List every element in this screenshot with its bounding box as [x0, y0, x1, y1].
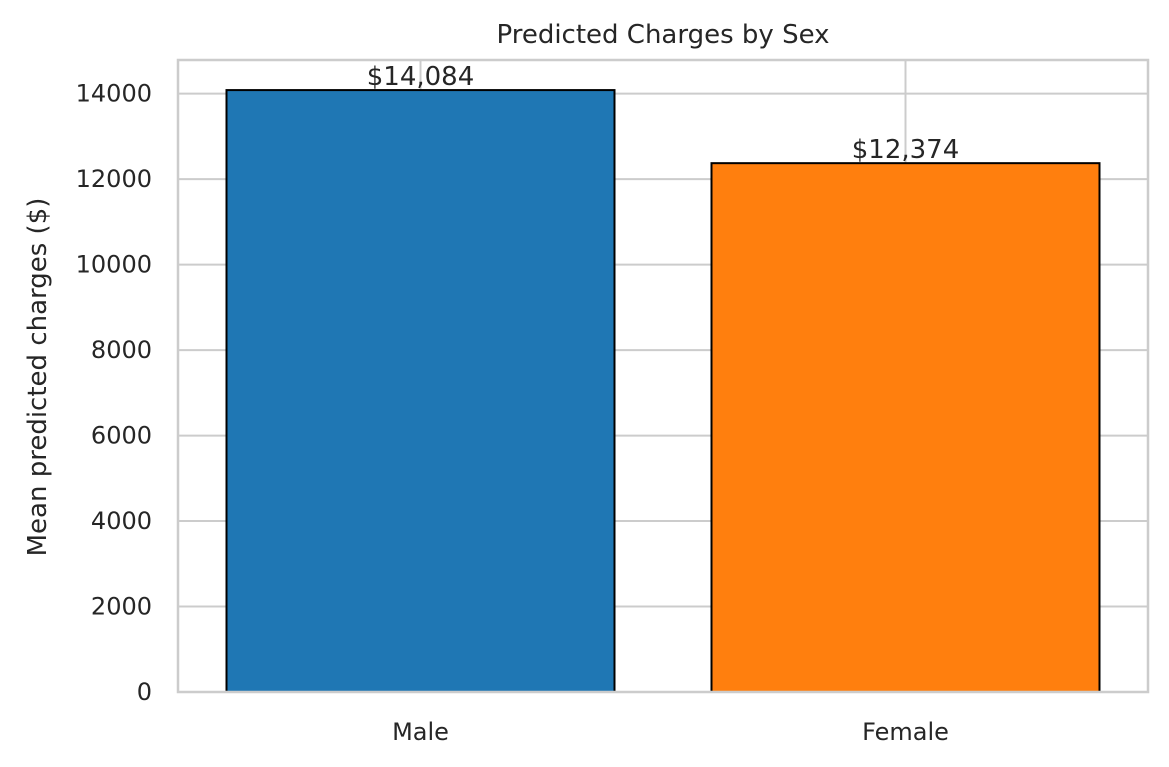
y-tick-label: 12000 [76, 165, 152, 193]
data-labels: $14,084 $12,374 [367, 62, 960, 165]
y-tick-label: 2000 [91, 593, 152, 621]
plot-frame [176, 58, 1150, 694]
y-axis-ticks: 0 2000 4000 6000 8000 10000 12000 14000 [76, 80, 152, 706]
y-axis-label: Mean predicted charges ($) [23, 198, 53, 557]
y-tick-label: 6000 [91, 422, 152, 450]
y-tick-label: 0 [137, 678, 152, 706]
bars [225, 89, 1101, 693]
y-tick-label: 10000 [76, 251, 152, 279]
x-axis-ticks: Male Female [392, 718, 949, 746]
bar-value-label: $12,374 [852, 135, 960, 165]
bar-value-label: $14,084 [367, 62, 475, 92]
y-tick-label: 14000 [76, 80, 152, 108]
y-tick-label: 8000 [91, 336, 152, 364]
bar-female [710, 162, 1101, 693]
bar-male [225, 89, 616, 693]
x-tick-label: Female [862, 718, 949, 746]
chart-title: Predicted Charges by Sex [496, 20, 829, 50]
x-tick-label: Male [392, 718, 449, 746]
axes-spines [176, 58, 1150, 694]
y-tick-label: 4000 [91, 507, 152, 535]
